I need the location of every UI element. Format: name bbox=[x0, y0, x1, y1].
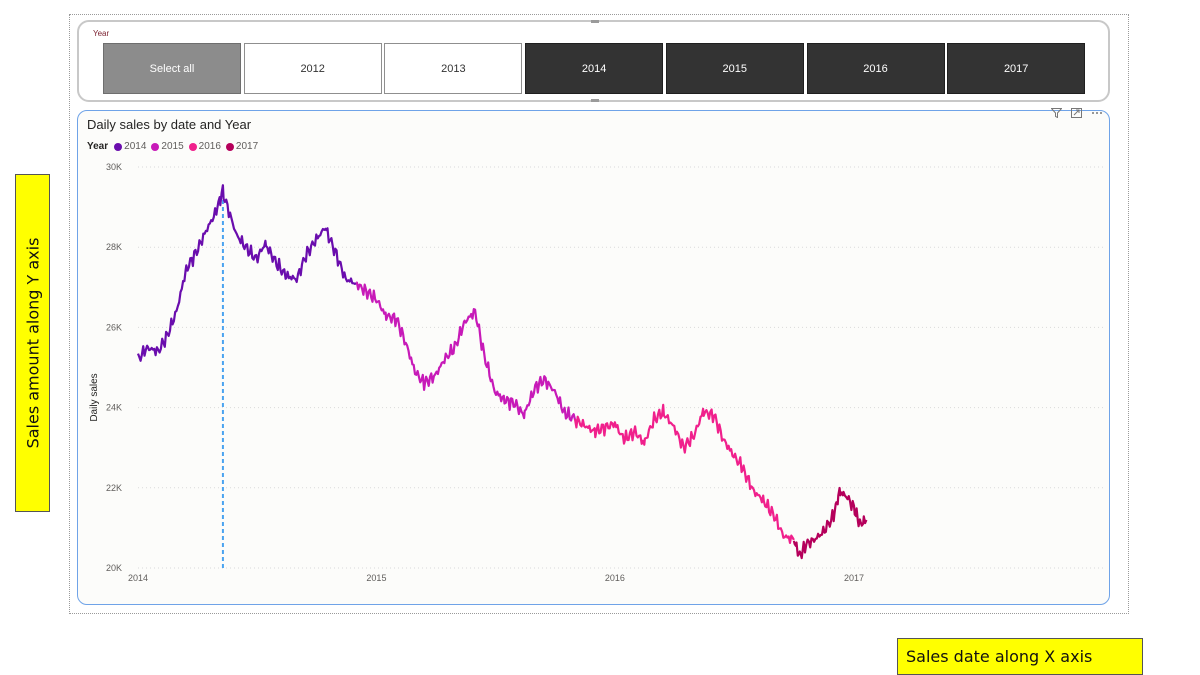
slicer-button-2016[interactable]: 2016 bbox=[806, 43, 945, 94]
legend-label: 2017 bbox=[235, 141, 259, 152]
y-tick-label: 28K bbox=[106, 242, 122, 252]
slicer-button-2015[interactable]: 2015 bbox=[665, 43, 804, 94]
series-line-2015[interactable] bbox=[355, 281, 577, 422]
x-tick-label: 2016 bbox=[605, 573, 625, 583]
legend-label: 2014 bbox=[124, 141, 147, 152]
legend-marker bbox=[151, 142, 160, 151]
slicer-title: Year bbox=[93, 29, 110, 38]
legend-marker bbox=[225, 142, 234, 151]
slicer-button-2014[interactable]: 2014 bbox=[525, 43, 664, 94]
line-chart-card[interactable]: Daily sales by date and Year Year 2014 20… bbox=[77, 108, 1110, 605]
legend-label: 2016 bbox=[198, 141, 221, 152]
legend-marker bbox=[114, 142, 123, 151]
visual-header bbox=[1050, 108, 1103, 121]
y-tick-label: 22K bbox=[106, 483, 122, 493]
x-axis-callout: Sales date along X axis bbox=[897, 638, 1143, 675]
chart-legend: Year 2014 2015 2016 2017 bbox=[87, 141, 260, 152]
legend-label: 2015 bbox=[161, 141, 184, 152]
legend-item-2017[interactable]: 2017 bbox=[225, 141, 259, 152]
series-line-2017[interactable] bbox=[792, 486, 868, 560]
y-tick-label: 26K bbox=[106, 322, 122, 332]
y-axis-callout-text: Sales amount along Y axis bbox=[23, 237, 42, 449]
series-line-2014[interactable] bbox=[136, 184, 357, 362]
legend-item-2015[interactable]: 2015 bbox=[151, 141, 184, 152]
slicer-button-2012[interactable]: 2012 bbox=[243, 43, 382, 94]
y-tick-label: 30K bbox=[106, 162, 122, 172]
filter-icon[interactable] bbox=[1050, 108, 1063, 121]
legend-item-2014[interactable]: 2014 bbox=[114, 141, 146, 152]
report-canvas-frame bbox=[69, 14, 1129, 614]
y-tick-label: 20K bbox=[106, 563, 122, 573]
y-axis-title: Daily sales bbox=[89, 373, 100, 421]
y-axis-callout: Sales amount along Y axis bbox=[15, 174, 50, 512]
focus-mode-icon[interactable] bbox=[1071, 108, 1082, 121]
chart-plot: 20K 22K 24K 26K 28K 30K 2014 2015 2016 2017 Daily … bbox=[89, 162, 1106, 583]
slicer-button-select-all[interactable]: Select all bbox=[103, 43, 241, 94]
resize-handle-bottom[interactable] bbox=[591, 99, 599, 102]
resize-handle-top[interactable] bbox=[591, 20, 599, 23]
legend-item-2016[interactable]: 2016 bbox=[188, 141, 221, 152]
slicer-button-2017[interactable]: 2017 bbox=[947, 43, 1086, 94]
x-tick-label: 2014 bbox=[128, 573, 148, 583]
chart-title: Daily sales by date and Year bbox=[87, 117, 252, 132]
slicer-button-2013[interactable]: 2013 bbox=[384, 43, 523, 94]
y-tick-label: 24K bbox=[106, 403, 122, 413]
legend-marker bbox=[188, 142, 197, 151]
more-options-icon[interactable] bbox=[1091, 108, 1103, 121]
legend-title: Year bbox=[87, 141, 109, 152]
x-tick-label: 2017 bbox=[844, 573, 864, 583]
x-tick-label: 2015 bbox=[366, 573, 386, 583]
slicer-button-group: Select all 2012 2013 2014 2015 2016 2017 bbox=[103, 43, 1087, 95]
year-slicer: Year Select all 2012 2013 2014 2015 2016 2017 bbox=[77, 20, 1110, 102]
series-line-2016[interactable] bbox=[573, 403, 795, 544]
x-axis-callout-text: Sales date along X axis bbox=[906, 647, 1093, 666]
